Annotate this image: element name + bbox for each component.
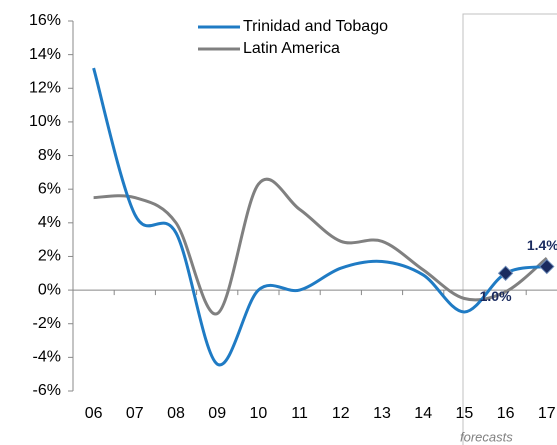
- y-tick-label: 8%: [38, 147, 61, 164]
- forecast-region: [462, 13, 557, 445]
- x-tick-label: 16: [497, 405, 515, 422]
- x-tick-label: 14: [414, 405, 432, 422]
- y-tick-label: 14%: [29, 46, 61, 63]
- legend-label: Latin America: [243, 40, 340, 57]
- x-tick-label: 10: [250, 405, 268, 422]
- y-tick-label: -4%: [33, 349, 61, 366]
- marker: [497, 265, 514, 281]
- y-tick-label: 12%: [29, 79, 61, 96]
- y-tick-label: 2%: [38, 248, 61, 265]
- x-tick-label: 07: [126, 405, 144, 422]
- x-tick-label: 08: [167, 405, 185, 422]
- value-label: 1.0%: [480, 288, 512, 304]
- line-series: [93, 177, 548, 316]
- x-tick-label: 13: [373, 405, 391, 422]
- x-tick-label: 06: [85, 405, 103, 422]
- y-tick-label: 10%: [29, 113, 61, 130]
- x-tick-label: 12: [332, 405, 350, 422]
- y-tick-label: 16%: [29, 12, 61, 29]
- x-tick-label: 15: [456, 405, 474, 422]
- x-tick-label: 09: [208, 405, 226, 422]
- y-tick-label: -6%: [33, 382, 61, 399]
- y-tick-label: 0%: [38, 281, 61, 298]
- marker: [539, 258, 555, 275]
- value-label: 1.4%: [527, 237, 557, 253]
- line-series: [92, 67, 548, 367]
- x-tick-label: 11: [291, 405, 308, 422]
- y-tick-label: 4%: [38, 214, 61, 231]
- forecast-label: forecasts: [460, 429, 513, 444]
- x-tick-label: 17: [538, 405, 556, 422]
- legend-label: Trinidad and Tobago: [243, 18, 388, 35]
- y-tick-label: 6%: [38, 180, 61, 197]
- y-tick-label: -2%: [33, 315, 61, 332]
